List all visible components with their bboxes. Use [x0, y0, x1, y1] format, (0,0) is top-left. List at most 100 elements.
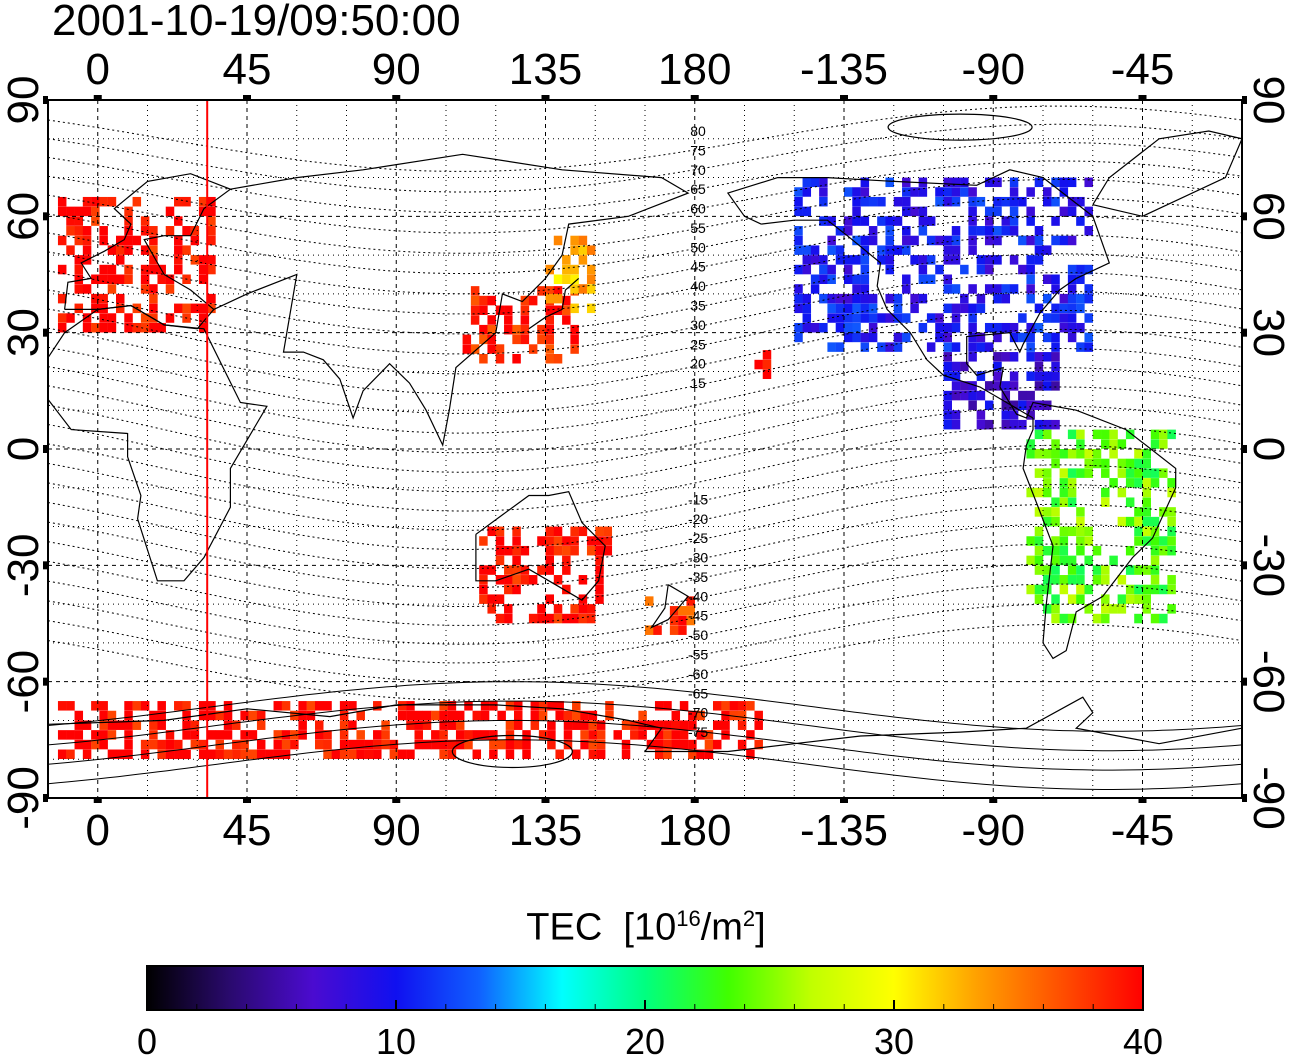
frame-tick-left: [43, 561, 48, 570]
axis-labels: 0 45 90 135 180 -135 -90 -45 0 45 90 135 180 -135 -90 -…: [0, 45, 1292, 855]
bottom-lon-label: 180: [658, 806, 731, 855]
mlat-contour-0: [48, 105, 1242, 172]
mlat-label: -75: [688, 724, 708, 740]
top-lon-label: 90: [372, 45, 421, 94]
mlat-label: 70: [690, 162, 706, 178]
frame-tick-bottom: [840, 798, 848, 803]
mlat-label: 25: [690, 336, 706, 352]
top-lon-label: -45: [1111, 45, 1175, 94]
frame-tick-bottom: [93, 798, 102, 803]
right-lat-label: 60: [1244, 192, 1292, 241]
frame-tick-left: [43, 677, 48, 686]
colorbar-tick-label: 20: [625, 1021, 665, 1057]
top-lon-label: -135: [800, 45, 888, 94]
colorbar-ticks: 0 10 20 30 40: [137, 1000, 1163, 1057]
frame-tick-top: [1138, 95, 1147, 100]
mlat-contour-27: [48, 623, 1242, 701]
mlat-label: 75: [690, 142, 706, 158]
coastline-layer: [48, 130, 1242, 753]
frame-tick-bottom: [392, 798, 401, 803]
bottom-lon-label: -135: [800, 806, 888, 855]
coastline-7: [761, 219, 1034, 419]
mlat-label: -50: [688, 627, 708, 643]
top-lon-label: 180: [658, 45, 731, 94]
mlat-label: -60: [688, 666, 708, 682]
bottom-lon-label: -90: [961, 806, 1025, 855]
mlat-label: -15: [688, 491, 708, 507]
tec-region-8: [57, 701, 763, 760]
coastline-8: [48, 696, 1242, 753]
frame-tick-top: [690, 95, 699, 100]
mlat-label: 35: [690, 298, 706, 314]
left-lat-label: -90: [0, 766, 48, 830]
colorbar-tick-label: 0: [137, 1021, 157, 1057]
mlat-label: 30: [690, 317, 706, 333]
mlat-label: 40: [690, 278, 706, 294]
colorbar-unit-exp2: 2: [742, 906, 756, 931]
frame-tick-top: [989, 95, 998, 100]
frame-ticks: [43, 95, 1247, 803]
mlat-contour-11: [48, 309, 1242, 395]
tec-region-9: [754, 350, 772, 380]
mlat-label: -30: [688, 550, 708, 566]
mlat-contour-pole-north: [887, 113, 1033, 141]
colorbar-unit-exp1: 16: [676, 906, 701, 931]
colorbar-unit-prefix: [10: [623, 906, 677, 949]
frame-tick-right: [1242, 561, 1247, 570]
frame-tick-top: [541, 95, 550, 100]
coastline-2: [213, 153, 690, 448]
mlat-label: 20: [690, 356, 706, 372]
mlat-label: -35: [688, 569, 708, 585]
coastline-4: [528, 277, 580, 330]
mlat-contour-15: [48, 386, 1242, 473]
left-lat-label: 90: [0, 76, 48, 125]
colorbar-title: TEC [1016/m2]: [0, 906, 1292, 950]
frame-tick-right: [1242, 794, 1247, 802]
colorbar-title-text: TEC: [526, 906, 603, 949]
frame-tick-left: [43, 328, 48, 337]
mlat-contour-pole-south: [451, 734, 573, 769]
right-lat-label: -60: [1244, 650, 1292, 714]
tec-region-5: [794, 177, 1093, 352]
left-lat-label: -30: [0, 534, 48, 598]
colorbar-tick-label: 30: [874, 1021, 914, 1057]
bottom-lon-label: 45: [223, 806, 272, 855]
colorbar-tick-label: 40: [1123, 1021, 1163, 1057]
mlat-label: 65: [690, 181, 706, 197]
right-lat-label: -30: [1244, 534, 1292, 598]
mlat-contour-4: [48, 178, 1242, 254]
frame-tick-left: [43, 212, 48, 221]
mlat-contour-25: [48, 583, 1242, 664]
bottom-lon-label: 135: [509, 806, 582, 855]
frame-tick-left: [43, 445, 48, 453]
frame-tick-bottom: [243, 798, 251, 803]
left-lat-label: 60: [0, 192, 48, 241]
mlat-label: 55: [690, 220, 706, 236]
frame-tick-right: [1242, 328, 1247, 337]
bottom-lon-label: 0: [86, 806, 110, 855]
right-lat-label: 0: [1244, 437, 1292, 461]
frame-tick-bottom: [541, 798, 550, 803]
mlat-label: 15: [690, 375, 706, 391]
coastline-5: [649, 584, 690, 629]
frame-tick-top: [243, 95, 251, 100]
coastline-1: [48, 304, 268, 582]
left-lat-label: 30: [0, 308, 48, 357]
right-lat-label: 90: [1244, 76, 1292, 125]
mlat-label: -65: [688, 685, 708, 701]
colorbar-unit-mid: /m: [700, 906, 743, 949]
mlat-contour-3: [48, 160, 1242, 234]
frame-tick-bottom: [1138, 798, 1147, 803]
coastline-3: [475, 491, 606, 601]
frame-tick-bottom: [989, 798, 998, 803]
top-lon-label: 45: [223, 45, 272, 94]
mlat-label: -45: [688, 608, 708, 624]
frame-tick-right: [1242, 96, 1247, 104]
bottom-lon-label: -45: [1111, 806, 1175, 855]
mlat-contour-31: [48, 739, 1242, 790]
mlat-label: -20: [688, 511, 708, 527]
frame-tick-bottom: [690, 798, 699, 803]
frame-tick-left: [43, 794, 48, 802]
mlat-label: 45: [690, 259, 706, 275]
